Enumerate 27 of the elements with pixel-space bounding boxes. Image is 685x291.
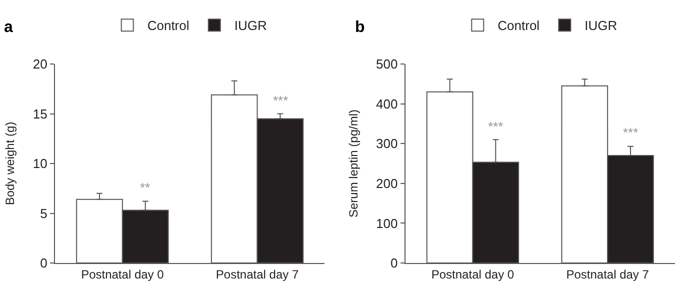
y-tick-label: 10: [32, 156, 48, 172]
x-tick-label: Postnatal day 0: [81, 267, 164, 282]
x-tick-label: Postnatal day 0: [431, 267, 514, 282]
legend-label: IUGR: [584, 18, 618, 34]
legend-label: IUGR: [234, 18, 267, 34]
legend-label: Control: [147, 18, 190, 34]
y-tick-label: 100: [376, 216, 398, 231]
y-tick-label: 20: [32, 56, 48, 72]
y-tick-label: 5: [40, 206, 48, 221]
annotation: ***: [273, 93, 288, 108]
chart-title: b: [355, 19, 365, 36]
chart-title: a: [4, 19, 13, 36]
y-axis-title: Serum leptin (pg/ml): [346, 109, 360, 218]
y-tick-label: 0: [40, 256, 48, 271]
y-tick-label: 0: [390, 256, 398, 271]
x-tick-label: Postnatal day 7: [566, 267, 650, 282]
annotation: ***: [488, 119, 504, 134]
y-tick-label: 200: [376, 176, 398, 191]
annotation: ***: [623, 125, 638, 140]
legend-label: Control: [498, 18, 540, 34]
annotation: **: [140, 180, 150, 195]
y-tick-label: 500: [376, 56, 398, 72]
y-tick-label: 15: [32, 106, 48, 122]
x-tick-label: Postnatal day 7: [216, 267, 299, 282]
y-tick-label: 300: [376, 136, 398, 152]
y-tick-label: 400: [376, 96, 398, 112]
y-axis-title: Body weight (g): [3, 122, 18, 206]
